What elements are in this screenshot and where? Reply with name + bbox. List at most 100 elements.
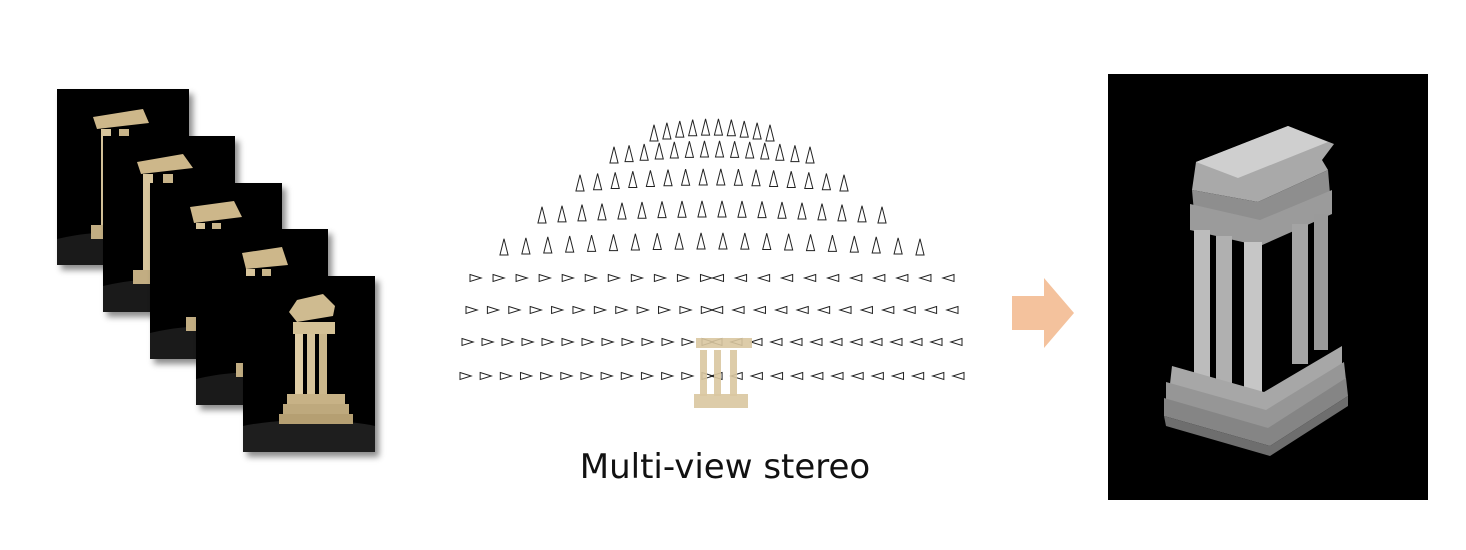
camera-frustum-icon xyxy=(610,172,620,190)
camera-frustum-icon xyxy=(653,273,668,283)
camera-frustum-icon xyxy=(641,337,655,347)
camera-frustum-icon xyxy=(581,337,595,347)
camera-frustum-icon xyxy=(871,236,881,254)
camera-frustum-icon xyxy=(521,237,531,255)
camera-frustum-icon xyxy=(769,337,783,347)
camera-frustum-icon xyxy=(649,124,659,142)
diagram-caption: Multi-view stereo xyxy=(579,447,871,487)
camera-frustum-icon xyxy=(700,118,711,136)
camera-frustum-icon xyxy=(679,305,693,315)
camera-frustum-icon xyxy=(669,141,679,159)
camera-frustum-icon xyxy=(661,371,675,381)
camera-frustum-icon xyxy=(731,305,745,315)
camera-frustum-icon xyxy=(805,234,816,252)
camera-frustum-icon xyxy=(889,337,903,347)
camera-frustum-icon xyxy=(674,232,684,250)
camera-frustum-icon xyxy=(775,143,785,161)
camera-frustum-icon xyxy=(481,337,495,347)
right-arrow-icon xyxy=(1012,278,1074,348)
camera-frustum-icon xyxy=(789,337,803,347)
camera-frustum-icon xyxy=(918,273,932,283)
camera-frustum-icon xyxy=(658,305,672,315)
camera-frustum-icon xyxy=(680,168,691,186)
camera-frustum-icon xyxy=(617,202,627,220)
camera-frustum-icon xyxy=(837,204,847,222)
camera-frustum-icon xyxy=(821,173,832,191)
camera-frustum-icon xyxy=(584,273,599,283)
input-photo-5 xyxy=(243,276,375,452)
camera-frustum-icon xyxy=(572,305,586,315)
camera-frustum-icon xyxy=(930,371,945,381)
camera-frustum-icon xyxy=(537,206,547,224)
camera-frustum-icon xyxy=(699,140,710,158)
camera-frustum-icon xyxy=(941,273,955,283)
camera-frustum-icon xyxy=(849,337,863,347)
camera-frustum-icon xyxy=(895,273,909,283)
camera-array-diagram xyxy=(459,118,965,408)
camera-frustum-icon xyxy=(663,169,673,187)
reconstructed-mesh-panel xyxy=(1108,74,1428,500)
camera-frustum-icon xyxy=(713,118,724,136)
camera-frustum-icon xyxy=(541,337,555,347)
camera-frustum-icon xyxy=(765,124,775,142)
camera-frustum-icon xyxy=(757,201,767,219)
camera-frustum-icon xyxy=(745,141,755,159)
camera-frustum-icon xyxy=(848,273,863,283)
camera-frustum-icon xyxy=(687,119,698,137)
camera-frustum-icon xyxy=(597,203,607,221)
camera-frustum-icon xyxy=(805,146,815,164)
camera-frustum-icon xyxy=(739,120,749,138)
camera-frustum-icon xyxy=(609,146,619,164)
camera-frustum-icon xyxy=(560,371,574,381)
camera-frustum-icon xyxy=(677,200,687,218)
camera-frustum-icon xyxy=(827,234,838,252)
camera-frustum-icon xyxy=(849,235,860,253)
camera-frustum-icon xyxy=(816,305,831,315)
camera-frustum-icon xyxy=(607,273,622,283)
camera-frustum-icon xyxy=(760,142,770,160)
camera-frustum-icon xyxy=(717,200,727,218)
camera-frustum-icon xyxy=(637,201,647,219)
camera-frustum-icon xyxy=(521,337,535,347)
camera-frustum-icon xyxy=(790,145,800,163)
camera-frustum-icon xyxy=(624,145,634,163)
camera-frustum-icon xyxy=(810,371,824,381)
camera-frustum-icon xyxy=(461,337,475,347)
camera-frustum-icon xyxy=(773,305,788,315)
camera-frustum-icon xyxy=(551,305,565,315)
camera-frustum-icon xyxy=(696,232,706,250)
camera-frustum-icon xyxy=(675,120,685,138)
camera-frustum-icon xyxy=(779,273,794,283)
camera-frustum-icon xyxy=(737,200,747,218)
camera-frustum-icon xyxy=(465,305,479,315)
camera-frustum-icon xyxy=(915,238,925,256)
camera-frustum-icon xyxy=(769,371,784,381)
camera-frustum-icon xyxy=(681,371,695,381)
camera-frustum-icon xyxy=(945,305,959,315)
camera-frustum-icon xyxy=(797,202,807,220)
camera-frustum-icon xyxy=(608,234,619,252)
camera-frustum-icon xyxy=(543,236,553,254)
camera-frustum-icon xyxy=(893,237,903,255)
camera-frustum-icon xyxy=(718,232,728,250)
camera-frustum-icon xyxy=(752,305,766,315)
camera-frustum-icon xyxy=(538,273,553,283)
camera-frustum-icon xyxy=(499,371,514,381)
camera-frustum-icon xyxy=(890,371,905,381)
camera-frustum-icon xyxy=(749,337,763,347)
camera-frustum-icon xyxy=(654,142,664,160)
camera-frustum-icon xyxy=(459,371,473,381)
camera-frustum-icon xyxy=(636,305,651,315)
camera-frustum-icon xyxy=(809,337,823,347)
camera-frustum-icon xyxy=(951,371,965,381)
camera-frustum-icon xyxy=(726,119,737,137)
camera-frustum-icon xyxy=(661,337,675,347)
camera-frustum-icon xyxy=(877,206,887,224)
camera-frustum-icon xyxy=(640,371,655,381)
reconstructed-temple-mesh xyxy=(1108,74,1428,500)
camera-frustum-icon xyxy=(923,305,938,315)
camera-frustum-icon xyxy=(777,201,787,219)
camera-frustum-icon xyxy=(620,371,635,381)
camera-frustum-icon xyxy=(561,337,575,347)
camera-frustum-icon xyxy=(515,273,529,283)
